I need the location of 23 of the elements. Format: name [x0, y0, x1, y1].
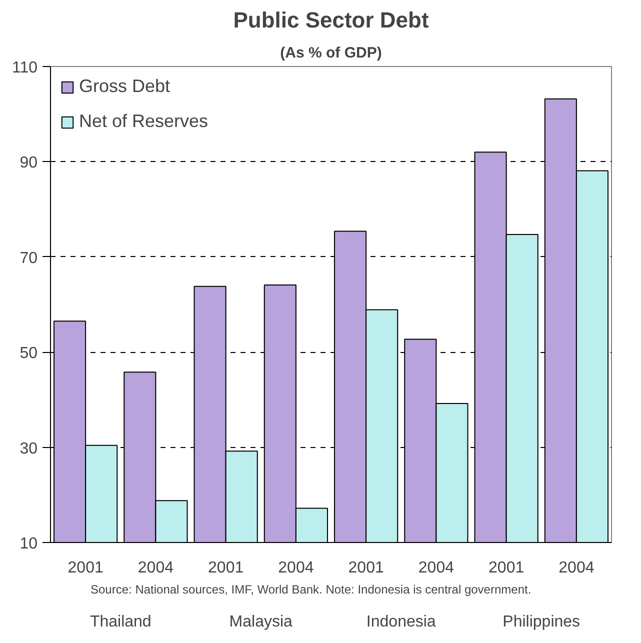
y-tick-label: 30: [20, 440, 38, 458]
x-tick-label: 2001: [348, 560, 384, 576]
text: Malaysia: [229, 614, 293, 630]
x-tick-label: 2001: [208, 560, 244, 576]
y-tick-label: 10: [20, 536, 38, 552]
x-tick-label: 2004: [558, 560, 594, 576]
text: Indonesia: [366, 614, 436, 630]
legend-label: Gross Debt: [79, 76, 170, 97]
y-tick-label: 70: [20, 250, 38, 267]
x-tick-label: 2004: [138, 560, 174, 576]
x-tick-label: 2001: [68, 560, 104, 576]
y-tick-label: 90: [20, 154, 38, 172]
y-tick-label: 110: [12, 60, 38, 76]
legend-label: Net of Reserves: [79, 111, 208, 132]
x-tick-label: 2001: [488, 560, 524, 576]
y-tick-label: 50: [20, 345, 38, 362]
chart-subtitle: (As % of GDP): [280, 44, 382, 62]
text: Thailand: [90, 614, 152, 630]
chart-title: Public Sector Debt: [233, 8, 430, 32]
x-tick-label: 2004: [418, 560, 454, 576]
text: Philippines: [502, 614, 580, 630]
x-tick-label: 2004: [278, 560, 314, 576]
source-note: Source: National sources, IMF, World Bank. Note: Indonesia is central government.: [90, 582, 532, 596]
